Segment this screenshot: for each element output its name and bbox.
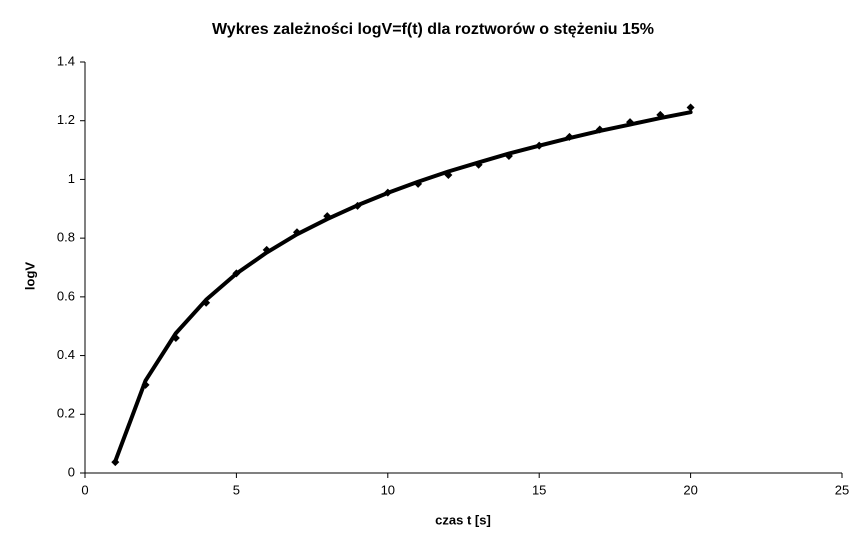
x-tick-label: 15	[532, 482, 546, 497]
data-point	[686, 103, 695, 112]
y-axis-label: logV	[22, 262, 37, 290]
y-tick-label: 1.4	[57, 53, 75, 68]
trend-line	[113, 110, 693, 464]
y-tick-label: 1.2	[57, 112, 75, 127]
y-tick-label: 1	[68, 171, 75, 186]
y-tick-label: 0.6	[57, 288, 75, 303]
x-tick-label: 10	[381, 482, 395, 497]
x-tick-label: 25	[835, 482, 849, 497]
y-tick-label: 0	[68, 464, 75, 479]
x-tick-label: 0	[81, 482, 88, 497]
y-tick-label: 0.8	[57, 230, 75, 245]
x-tick-label: 20	[683, 482, 697, 497]
y-tick-label: 0.4	[57, 347, 75, 362]
x-tick-label: 5	[233, 482, 240, 497]
y-tick-label: 0.2	[57, 406, 75, 421]
chart-title: Wykres zależności logV=f(t) dla roztworó…	[212, 21, 654, 38]
x-axis-label: czas t [s]	[435, 512, 491, 527]
